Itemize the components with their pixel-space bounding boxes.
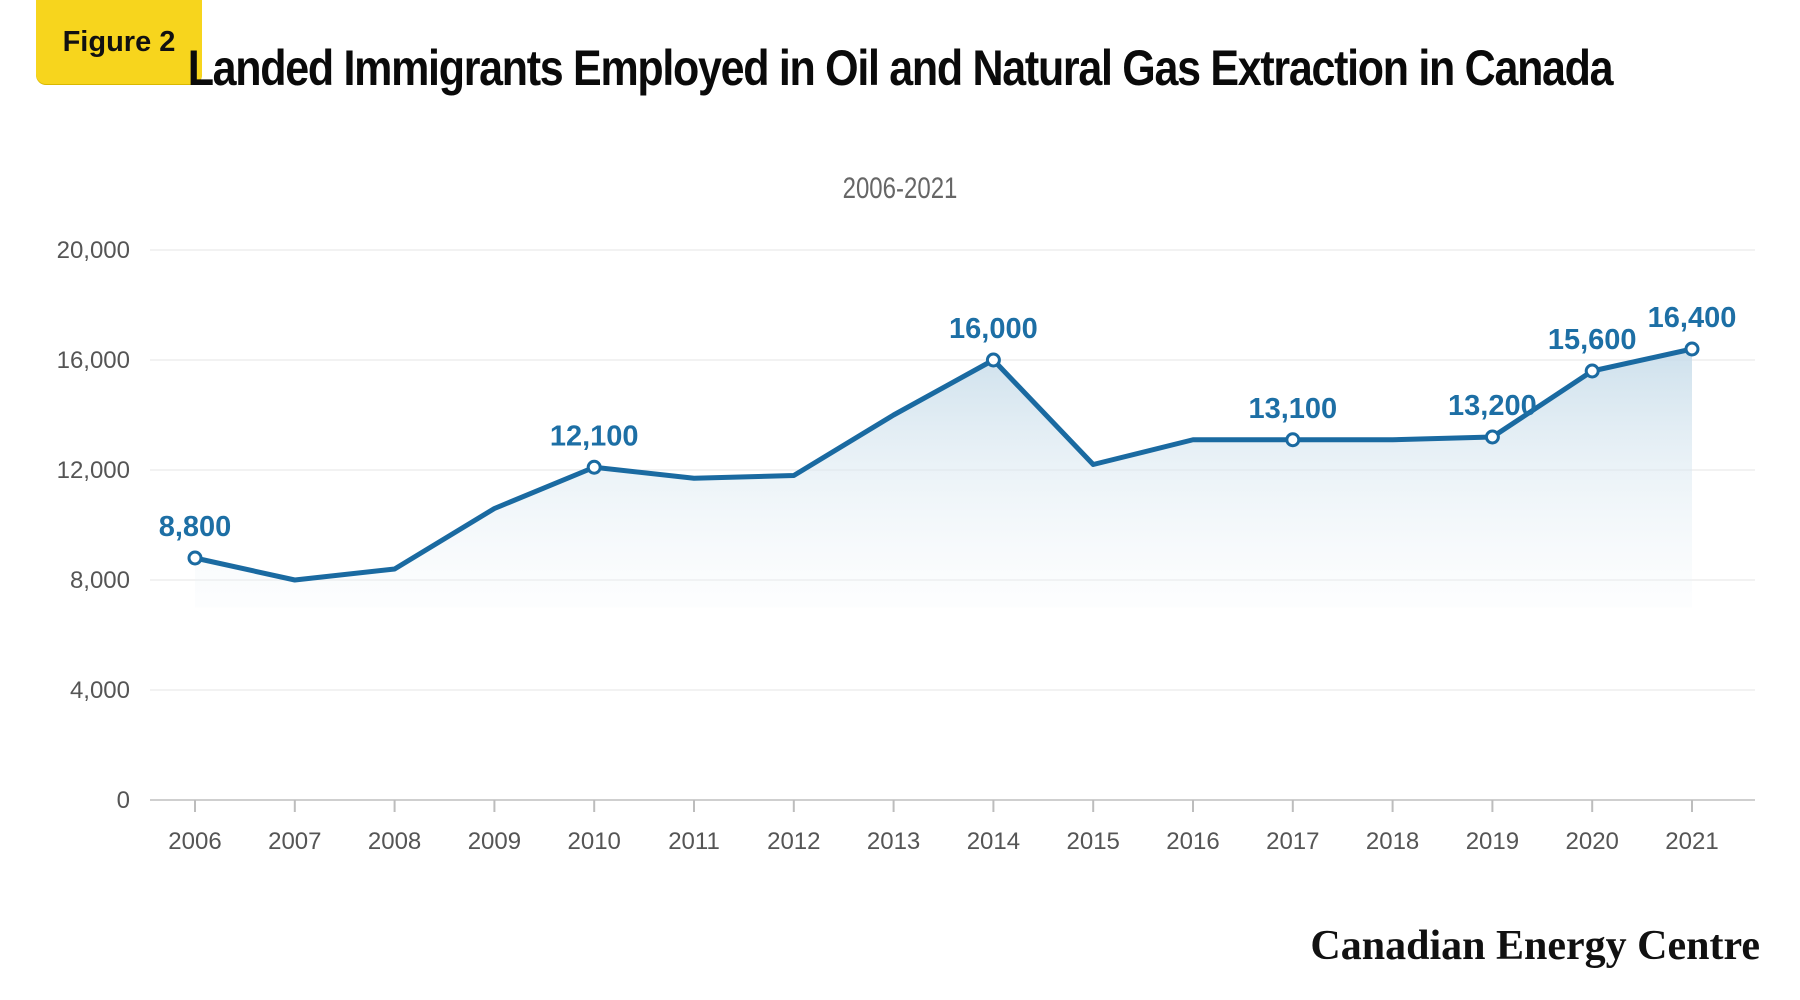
data-label: 13,200 bbox=[1448, 390, 1537, 422]
data-point-marker bbox=[1484, 429, 1500, 445]
x-tick-label: 2010 bbox=[568, 828, 621, 855]
data-point-marker bbox=[586, 459, 602, 475]
figure-badge-label: Figure 2 bbox=[62, 25, 176, 58]
x-tick-label: 2006 bbox=[168, 828, 221, 855]
brand-logo: Canadian Energy Centre bbox=[1310, 923, 1760, 969]
x-tick-label: 2021 bbox=[1665, 828, 1718, 855]
x-tick-label: 2020 bbox=[1566, 828, 1619, 855]
data-label: 16,400 bbox=[1648, 302, 1737, 334]
data-point-marker bbox=[187, 550, 203, 566]
y-tick-label: 4,000 bbox=[70, 677, 130, 704]
x-tick-label: 2019 bbox=[1466, 828, 1519, 855]
y-tick-label: 20,000 bbox=[57, 237, 130, 264]
x-tick-label: 2014 bbox=[967, 828, 1020, 855]
figure-badge: Figure 2 bbox=[36, 0, 202, 84]
data-label: 13,100 bbox=[1248, 393, 1337, 425]
y-tick-label: 0 bbox=[117, 787, 130, 814]
data-label: 15,600 bbox=[1548, 324, 1637, 356]
series-area bbox=[195, 349, 1692, 608]
x-tick-label: 2012 bbox=[767, 828, 820, 855]
data-label: 16,000 bbox=[949, 313, 1038, 345]
series-line bbox=[192, 346, 1695, 583]
data-point-marker bbox=[1584, 363, 1600, 379]
x-tick-label: 2007 bbox=[268, 828, 321, 855]
data-label: 12,100 bbox=[550, 420, 639, 452]
data-point-marker bbox=[1285, 432, 1301, 448]
x-tick-label: 2009 bbox=[468, 828, 521, 855]
x-tick-label: 2008 bbox=[368, 828, 421, 855]
x-tick-label: 2011 bbox=[668, 828, 720, 855]
x-tick-label: 2016 bbox=[1166, 828, 1219, 855]
x-tick-label: 2015 bbox=[1067, 828, 1120, 855]
data-point-marker bbox=[985, 352, 1001, 368]
chart-title: Landed Immigrants Employed in Oil and Na… bbox=[187, 40, 1614, 96]
chart-subtitle: 2006-2021 bbox=[842, 172, 958, 205]
y-tick-label: 8,000 bbox=[70, 567, 130, 594]
data-label: 8,800 bbox=[159, 511, 232, 543]
y-tick-label: 16,000 bbox=[57, 347, 130, 374]
x-tick-label: 2018 bbox=[1366, 828, 1419, 855]
y-tick-label: 12,000 bbox=[57, 457, 130, 484]
data-point-marker bbox=[1684, 341, 1700, 357]
x-tick-label: 2013 bbox=[867, 828, 920, 855]
x-tick-label: 2017 bbox=[1266, 828, 1319, 855]
